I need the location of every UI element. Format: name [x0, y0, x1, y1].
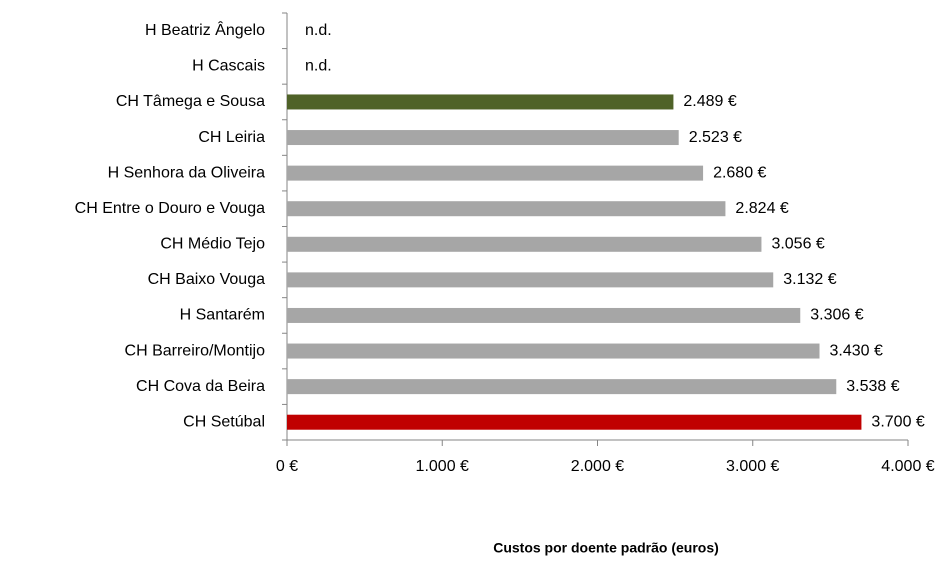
- y-tick-label: CH Entre o Douro e Vouga: [75, 200, 265, 217]
- x-tick-label: 4.000 €: [881, 458, 934, 475]
- value-label: 3.306 €: [810, 307, 863, 324]
- y-tick-label: CH Tâmega e Sousa: [116, 93, 265, 110]
- x-axis-label: Custos por doente padrão (euros): [493, 540, 719, 556]
- value-label: 2.523 €: [689, 129, 742, 146]
- bar: [287, 236, 762, 252]
- value-label: 3.056 €: [771, 236, 824, 253]
- y-tick-label: H Cascais: [192, 58, 265, 75]
- y-tick-label: H Beatriz Ângelo: [145, 20, 265, 39]
- bar: [287, 165, 704, 181]
- x-tick-label: 1.000 €: [416, 458, 469, 475]
- x-tick-label: 3.000 €: [726, 458, 779, 475]
- y-tick-label: CH Setúbal: [183, 413, 265, 430]
- bar: [287, 94, 674, 110]
- y-tick-label: H Senhora da Oliveira: [108, 164, 266, 181]
- value-label: 3.430 €: [830, 342, 883, 359]
- y-tick-label: CH Médio Tejo: [160, 236, 265, 253]
- y-tick-label: CH Cova da Beira: [136, 378, 265, 395]
- bar: [287, 307, 801, 323]
- value-label: 2.489 €: [683, 93, 736, 110]
- value-label: 3.132 €: [783, 271, 836, 288]
- value-label: n.d.: [305, 58, 332, 75]
- value-label: n.d.: [305, 22, 332, 39]
- y-tick-label: CH Leiria: [198, 129, 265, 146]
- y-tick-label: CH Baixo Vouga: [148, 271, 266, 288]
- x-tick-label: 0 €: [276, 458, 298, 475]
- bar: [287, 343, 820, 359]
- bar: [287, 414, 862, 430]
- value-label: 3.700 €: [871, 413, 924, 430]
- bar: [287, 272, 774, 288]
- value-label: 2.824 €: [735, 200, 788, 217]
- value-label: 2.680 €: [713, 164, 766, 181]
- value-label: 3.538 €: [846, 378, 899, 395]
- bar: [287, 201, 726, 217]
- bar: [287, 130, 679, 146]
- bar: [287, 379, 837, 395]
- x-tick-label: 2.000 €: [571, 458, 624, 475]
- y-tick-label: H Santarém: [180, 307, 265, 324]
- y-tick-label: CH Barreiro/Montijo: [125, 342, 266, 359]
